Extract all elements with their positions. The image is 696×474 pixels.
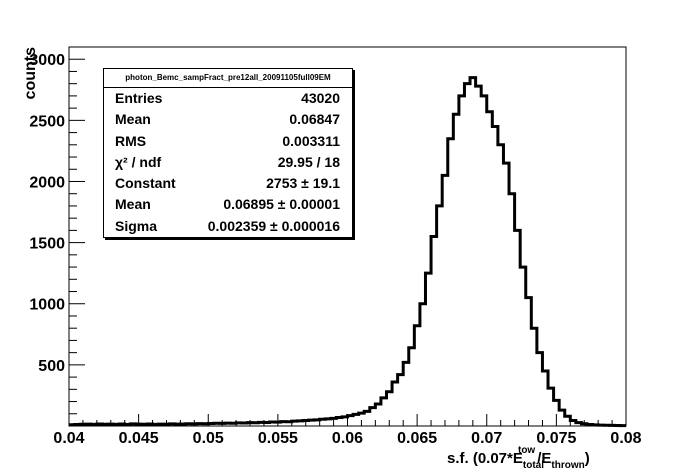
stats-value: 2753 ± 19.1 — [266, 175, 340, 192]
stats-label: Constant — [115, 175, 176, 192]
x-axis-label: s.f. (0.07*Etotal tow/Ethrown) — [447, 445, 590, 471]
x-tick-label: 0.06 — [332, 430, 363, 447]
x-axis-label-mid: /E — [537, 450, 551, 467]
y-tick-label: 2000 — [29, 174, 65, 191]
y-tick-label: 3000 — [29, 52, 65, 69]
stats-row-rms: RMS 0.003311 — [104, 131, 352, 152]
stats-value: 0.003311 — [282, 132, 340, 149]
stats-row-fit-mean: Mean 0.06895 ± 0.00001 — [104, 194, 352, 215]
x-tick-label: 0.07 — [471, 430, 502, 447]
x-axis-label-sup: tow — [518, 445, 535, 456]
stats-label: Mean — [115, 196, 151, 213]
x-tick-label: 0.075 — [536, 430, 576, 447]
stats-row-chi2: χ² / ndf 29.95 / 18 — [104, 152, 352, 173]
y-tick-label: 2500 — [29, 113, 65, 130]
y-axis-label: counts — [22, 47, 39, 100]
x-axis-label-sub: total — [523, 460, 544, 471]
y-tick-labels: 500 1000 1500 2000 2500 3000 — [29, 52, 65, 375]
stats-label: χ² / ndf — [115, 153, 162, 170]
y-tick-label: 500 — [38, 358, 65, 375]
stats-box: photon_Bemc_sampFract_pre12all_20091105f… — [103, 68, 353, 238]
stats-value: 29.95 / 18 — [277, 153, 340, 170]
stats-label: Entries — [115, 90, 163, 106]
histogram-line — [69, 76, 626, 428]
stats-value: 0.06895 ± 0.00001 — [223, 196, 340, 213]
stats-value: 0.002359 ± 0.000016 — [207, 217, 340, 234]
stats-label: Sigma — [115, 217, 158, 234]
stats-row-constant: Constant 2753 ± 19.1 — [104, 173, 352, 194]
x-tick-label: 0.05 — [193, 430, 224, 447]
x-tick-label: 0.08 — [610, 430, 641, 447]
y-tick-label: 1500 — [29, 236, 65, 253]
stats-value: 0.06847 — [289, 111, 340, 128]
x-tick-label: 0.04 — [53, 430, 84, 447]
x-tick-label: 0.065 — [397, 430, 437, 447]
stats-row-sigma: Sigma 0.002359 ± 0.000016 — [104, 216, 352, 237]
stats-label: Mean — [115, 111, 151, 128]
x-axis-label-prefix: s.f. (0.07*E — [447, 450, 523, 467]
y-tick-label: 1000 — [29, 297, 65, 314]
stats-row-mean: Mean 0.06847 — [104, 109, 352, 130]
x-tick-labels: 0.04 0.045 0.05 0.055 0.06 0.065 0.07 0.075 0.08 — [53, 430, 641, 447]
x-axis-label-sub2: thrown — [551, 460, 584, 471]
stats-label: RMS — [115, 132, 147, 149]
stats-row-entries: Entries 43020 — [104, 88, 352, 109]
x-axis-label-end: ) — [585, 450, 590, 467]
stats-title: photon_Bemc_sampFract_pre12all_20091105f… — [104, 69, 352, 88]
stats-value: 43020 — [301, 90, 340, 106]
x-tick-label: 0.045 — [119, 430, 159, 447]
x-tick-label: 0.055 — [258, 430, 298, 447]
